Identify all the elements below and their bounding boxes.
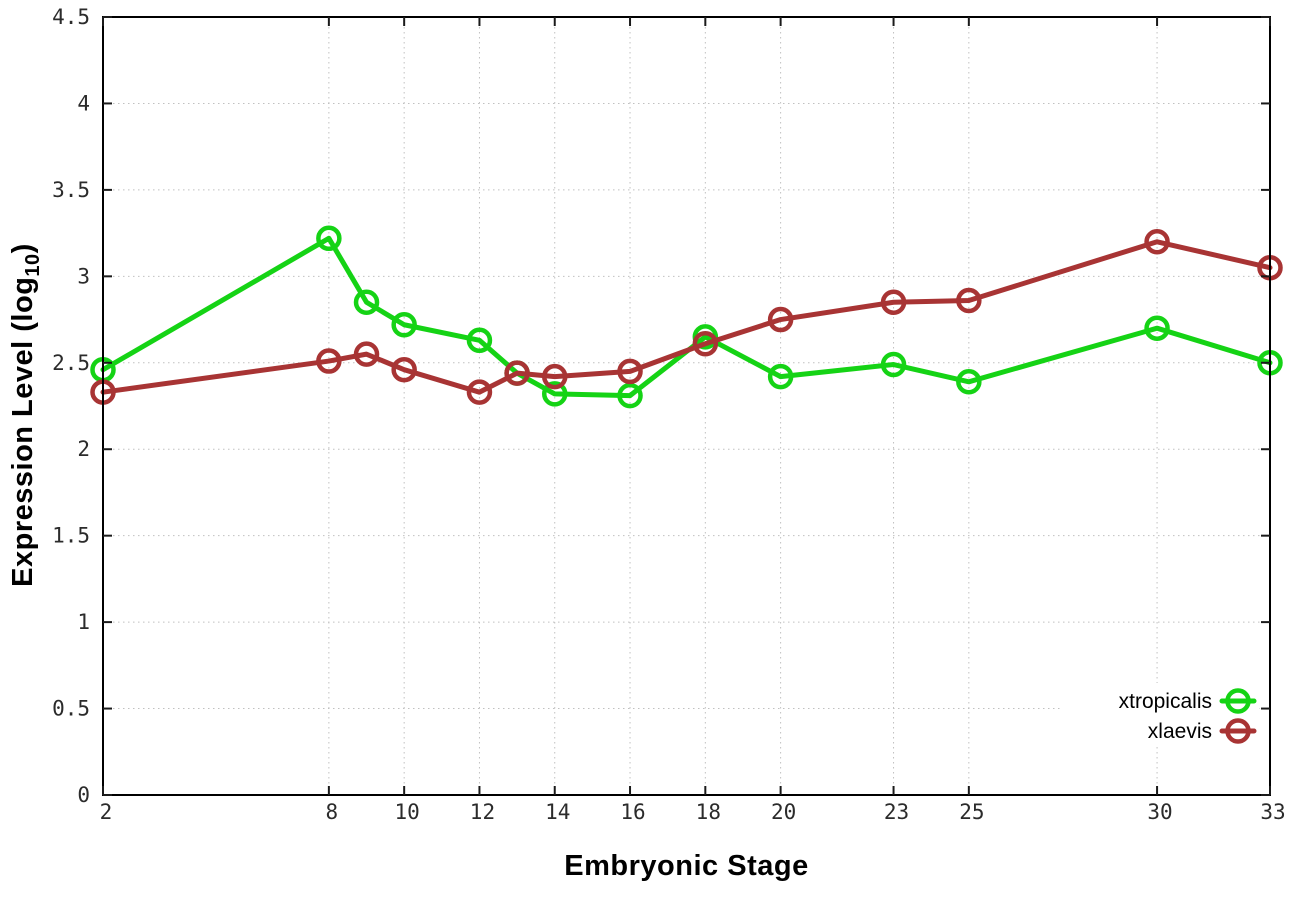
x-tick-label: 20 <box>771 800 796 824</box>
x-tick-label: 33 <box>1260 800 1285 824</box>
data-point-xtropicalis <box>541 381 568 407</box>
legend: xtropicalis xlaevis <box>1063 683 1259 745</box>
data-series <box>90 225 1283 409</box>
y-axis-title-close: ) <box>7 243 40 254</box>
y-tick-label: 0.5 <box>52 697 90 721</box>
data-point-xtropicalis <box>353 289 380 316</box>
data-point-xtropicalis <box>880 351 907 378</box>
data-point-xtropicalis <box>466 327 493 354</box>
y-tick-label: 2 <box>77 437 90 461</box>
x-tick-label: 18 <box>696 800 721 824</box>
x-tick-label: 12 <box>470 800 495 824</box>
y-tick-label: 3 <box>77 264 90 288</box>
data-point-xtropicalis <box>316 225 342 252</box>
y-tick-label: 0 <box>77 783 90 807</box>
data-point-xtropicalis <box>391 311 417 338</box>
y-tick-label: 4 <box>77 91 90 115</box>
legend-label-xlaevis: xlaevis <box>1148 720 1212 743</box>
axis-ticks <box>102 16 1271 796</box>
data-point-xtropicalis <box>767 363 794 390</box>
legend-marker-samples <box>1219 688 1257 744</box>
data-point-xlaevis <box>956 287 982 314</box>
data-point-xlaevis <box>391 356 417 383</box>
y-tick-label: 1.5 <box>52 524 90 548</box>
x-tick-label: 10 <box>395 800 420 824</box>
data-point-xlaevis <box>692 331 719 357</box>
legend-sample-marker-xlaevis <box>1225 718 1251 744</box>
x-tick-label: 16 <box>620 800 645 824</box>
axis-tick-labels: 0 0.5 1 1.5 2 2.5 3 3.5 4 4.5 2 8 10 12 14 16 18 20 23 25 30… <box>52 5 1286 824</box>
plot-border <box>102 16 1271 796</box>
x-tick-label: 23 <box>884 800 909 824</box>
gridlines <box>103 17 1270 795</box>
data-point-xlaevis <box>617 358 643 385</box>
y-tick-label: 2.5 <box>52 351 90 375</box>
data-point-xtropicalis <box>617 382 643 409</box>
data-point-xlaevis <box>353 341 380 367</box>
data-point-xlaevis <box>316 348 342 374</box>
x-axis-title: Embryonic Stage <box>564 850 809 882</box>
y-tick-label: 1 <box>77 610 90 634</box>
data-point-xtropicalis <box>956 369 982 395</box>
series-line-xtropicalis <box>100 235 1273 399</box>
x-tick-label: 14 <box>545 800 570 824</box>
data-point-xlaevis <box>767 306 794 333</box>
x-tick-label: 8 <box>326 800 339 824</box>
x-tick-label: 2 <box>100 800 113 824</box>
series-line-xlaevis <box>100 239 1273 395</box>
y-tick-label: 3.5 <box>52 178 90 202</box>
y-tick-label: 4.5 <box>52 5 90 29</box>
legend-sample-marker-xtropicalis <box>1225 688 1251 714</box>
data-point-xlaevis <box>541 363 568 390</box>
data-point-xlaevis <box>1144 229 1170 255</box>
data-point-xtropicalis <box>1144 315 1170 341</box>
data-point-xlaevis <box>466 379 493 405</box>
x-tick-label: 30 <box>1147 800 1172 824</box>
legend-label-xtropicalis: xtropicalis <box>1119 690 1212 713</box>
y-axis-title-subscript: 10 <box>21 253 44 277</box>
y-axis-title: Expression Level (log10) <box>7 243 45 587</box>
data-point-xlaevis <box>504 360 530 386</box>
y-axis-title-text: Expression Level (log <box>7 276 40 587</box>
data-point-xlaevis <box>880 289 907 316</box>
x-tick-label: 25 <box>959 800 984 824</box>
